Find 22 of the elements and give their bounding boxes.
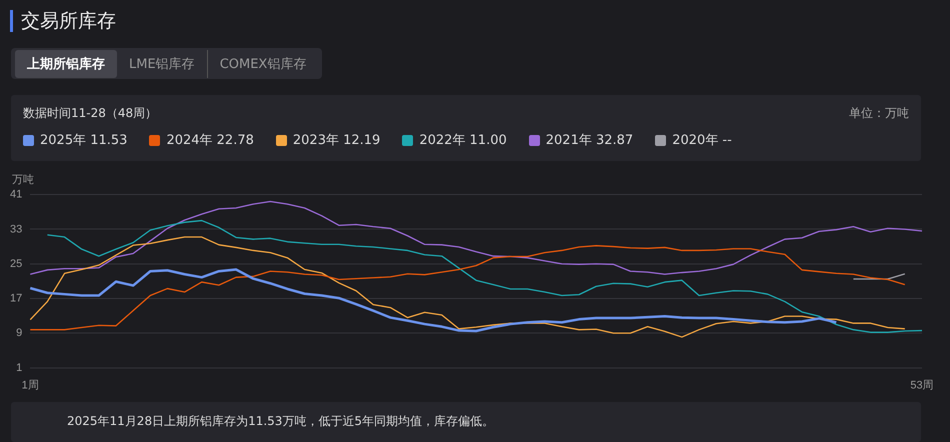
y-tick-label: 17 [10,292,22,305]
y-tick-label: 33 [10,223,22,236]
y-tick-label: 25 [10,258,22,270]
legend-label: 2025年 11.53 [40,132,128,149]
text: LME铝库存 [128,56,196,74]
x-tick-label: 53周 [910,379,934,392]
chart-title: 交易所库存 [10,10,116,32]
chart-subtitle: 数据时间11-28（48周） [23,105,158,122]
legend-label: 2022年 11.00 [419,132,507,149]
legend-label: 2023年 12.19 [292,132,380,149]
y-tick-label: 1 [16,362,22,374]
text: 2025年11月28日上期所铝库存为11.53万吨，低于近5年同期均值，库存偏低。 [67,413,494,430]
legend-label: 2021年 32.87 [546,132,634,149]
text: 上期所铝库存 [15,50,117,78]
legend-label: 2020年 -- [672,132,732,149]
y-axis-title: 万吨 [12,172,34,187]
y-tick-label: 41 [10,188,22,201]
y-tick-label: 9 [16,327,22,340]
legend-label: 2024年 22.78 [166,132,254,149]
text: 单位：万吨 [849,105,909,122]
x-tick-label: 1周 [22,379,39,392]
text: COMEX铝库存 [206,50,318,78]
